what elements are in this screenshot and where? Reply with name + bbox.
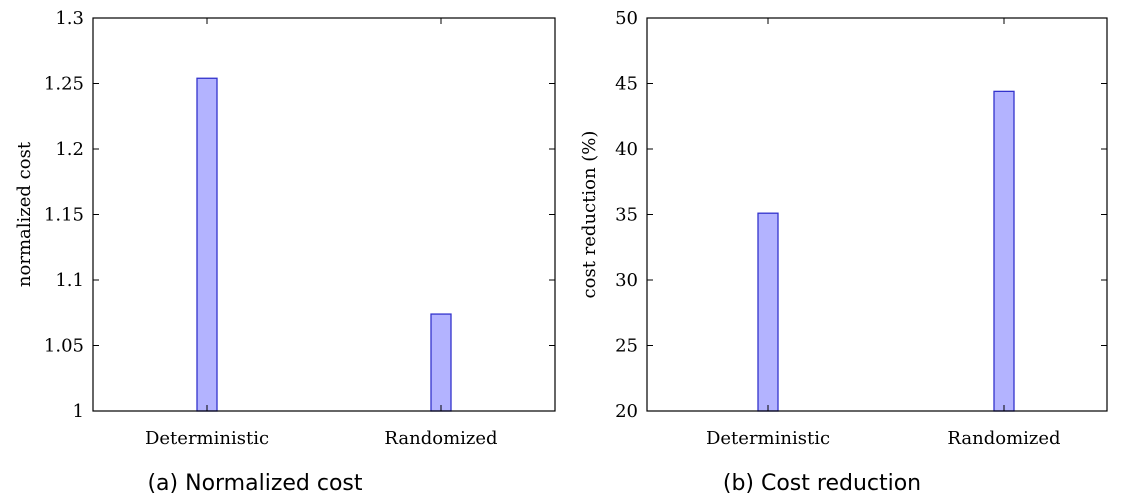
y-tick-label: 1.2	[55, 139, 84, 160]
bar-randomized	[993, 90, 1015, 412]
y-axis-label: normalized cost	[14, 141, 35, 287]
y-tick-label: 25	[615, 336, 638, 357]
chart-caption: (b) Cost reduction	[723, 471, 921, 496]
plot-frame	[92, 17, 556, 412]
x-tick-label: Deterministic	[706, 428, 830, 449]
y-tick-label: 35	[615, 205, 638, 226]
chart-a: 1 1.05 1.1 1.15 1.2 1.25 1.3 Deterministic Rando…	[14, 8, 556, 496]
y-tick-label: 40	[615, 139, 638, 160]
y-tick-label: 1.05	[44, 336, 84, 357]
y-tick-label: 20	[615, 401, 638, 422]
y-tick-label: 50	[615, 8, 638, 29]
y-tick-label: 1.15	[44, 205, 84, 226]
y-tick-label: 1.25	[44, 74, 84, 95]
x-tick-label: Deterministic	[145, 428, 269, 449]
bar-randomized	[430, 313, 452, 412]
chart-caption: (a) Normalized cost	[147, 471, 362, 496]
x-tick-label: Randomized	[384, 428, 497, 449]
y-tick-label: 1.3	[55, 8, 84, 29]
bar-deterministic	[196, 77, 218, 412]
y-axis-label: cost reduction (%)	[579, 131, 600, 299]
y-tick-label: 45	[615, 74, 638, 95]
x-tick-label: Randomized	[947, 428, 1060, 449]
plot-frame	[646, 17, 1108, 412]
y-tick-label: 30	[615, 270, 638, 291]
chart-b: 20 25 30 35 40 45 50 Deterministic Randomized cos…	[579, 8, 1108, 496]
y-tick-label: 1	[73, 401, 84, 422]
y-tick-label: 1.1	[55, 270, 84, 291]
bar-deterministic	[757, 212, 779, 412]
